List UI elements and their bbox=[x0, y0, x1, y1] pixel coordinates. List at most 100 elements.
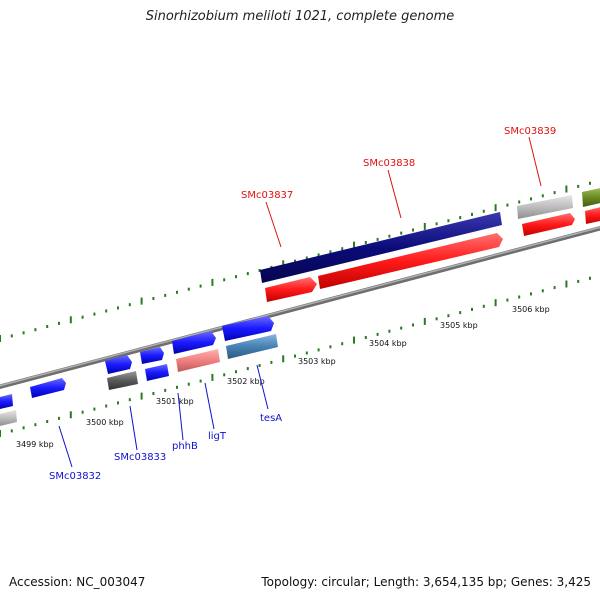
minor-tick bbox=[223, 373, 226, 377]
gene-navy-long[interactable] bbox=[260, 212, 502, 283]
minor-tick bbox=[506, 203, 509, 207]
gene-smc03837-arrow[interactable] bbox=[265, 277, 317, 302]
minor-tick bbox=[329, 345, 332, 349]
minor-tick bbox=[518, 200, 521, 204]
forward-strand-features bbox=[260, 187, 600, 302]
label-smc03839[interactable]: SMc03839 bbox=[504, 126, 556, 137]
minor-tick bbox=[305, 351, 308, 355]
minor-tick bbox=[10, 334, 13, 338]
minor-tick bbox=[412, 228, 414, 232]
minor-tick bbox=[447, 219, 450, 223]
minor-tick bbox=[105, 404, 108, 408]
genome-backbone bbox=[0, 225, 600, 390]
minor-tick bbox=[530, 292, 532, 296]
minor-tick bbox=[10, 429, 13, 433]
label-phhb[interactable]: phhB bbox=[172, 441, 198, 452]
gene-pink-reverse[interactable] bbox=[176, 349, 220, 372]
major-tick bbox=[494, 299, 497, 307]
gene-tesa-steel[interactable] bbox=[226, 334, 278, 359]
kbp-labels: 3499 kbp 3500 kbp 3501 kbp 3502 kbp 3503… bbox=[16, 305, 550, 449]
major-tick bbox=[353, 336, 355, 344]
tick-row-forward bbox=[0, 181, 591, 342]
minor-tick bbox=[305, 256, 308, 260]
gene-gray-forward[interactable] bbox=[517, 195, 573, 219]
kbp-label: 3499 kbp bbox=[16, 440, 54, 449]
label-smc03832[interactable]: SMc03832 bbox=[49, 471, 101, 482]
gene-olive-forward[interactable] bbox=[582, 187, 600, 207]
label-tesa[interactable]: tesA bbox=[260, 413, 282, 424]
major-tick bbox=[69, 411, 72, 419]
minor-tick bbox=[388, 234, 391, 238]
minor-tick bbox=[176, 290, 178, 294]
label-smc03838[interactable]: SMc03838 bbox=[363, 158, 415, 169]
gene-ligt-arrow[interactable] bbox=[172, 331, 216, 354]
major-tick bbox=[69, 316, 72, 324]
minor-tick bbox=[541, 289, 544, 293]
accession-text: Accession: NC_003047 bbox=[9, 575, 146, 589]
minor-tick bbox=[235, 275, 237, 279]
minor-tick bbox=[459, 311, 462, 315]
minor-tick bbox=[164, 388, 167, 392]
major-tick bbox=[423, 317, 426, 325]
minor-tick bbox=[117, 401, 119, 405]
minor-tick bbox=[506, 298, 509, 302]
gene-phhb-top[interactable] bbox=[140, 347, 164, 364]
major-tick bbox=[282, 260, 285, 268]
minor-tick bbox=[553, 286, 556, 290]
minor-tick bbox=[541, 194, 544, 198]
minor-tick bbox=[364, 241, 367, 244]
minor-tick bbox=[128, 398, 131, 402]
minor-tick bbox=[376, 237, 379, 241]
major-tick bbox=[0, 335, 1, 342]
minor-tick bbox=[270, 360, 273, 364]
minor-tick bbox=[317, 348, 320, 352]
minor-tick bbox=[34, 423, 37, 427]
minor-tick bbox=[152, 297, 155, 300]
minor-tick bbox=[518, 295, 521, 299]
gene-phhb-arrow[interactable] bbox=[145, 364, 169, 381]
gene-smc03833-arrow[interactable] bbox=[105, 355, 132, 374]
kbp-label: 3503 kbp bbox=[298, 357, 336, 366]
minor-tick bbox=[258, 364, 261, 367]
kbp-label: 3500 kbp bbox=[86, 418, 124, 427]
minor-tick bbox=[246, 367, 249, 371]
gene-darkgray-reverse[interactable] bbox=[107, 371, 138, 390]
minor-tick bbox=[435, 317, 438, 321]
minor-tick bbox=[376, 332, 379, 336]
minor-tick bbox=[58, 321, 60, 325]
minor-tick bbox=[447, 314, 450, 318]
gene-smc03839-arrow[interactable] bbox=[522, 213, 575, 236]
kbp-label: 3505 kbp bbox=[440, 321, 478, 330]
minor-tick bbox=[459, 216, 462, 220]
minor-tick bbox=[81, 410, 84, 414]
label-smc03833[interactable]: SMc03833 bbox=[114, 452, 166, 463]
minor-tick bbox=[400, 326, 403, 330]
label-ligt[interactable]: ligT bbox=[208, 431, 227, 442]
gene-gray-edge[interactable] bbox=[0, 410, 17, 426]
gene-smc03838-arrow[interactable] bbox=[318, 233, 503, 289]
minor-tick bbox=[589, 181, 591, 185]
minor-tick bbox=[482, 209, 485, 213]
kbp-label: 3504 kbp bbox=[369, 339, 407, 348]
major-tick bbox=[140, 392, 143, 400]
gene-red-edge[interactable] bbox=[585, 206, 600, 224]
minor-tick bbox=[435, 222, 438, 226]
minor-tick bbox=[258, 269, 261, 272]
topology-text: Topology: circular; Length: 3,654,135 bp… bbox=[261, 575, 591, 589]
minor-tick bbox=[117, 306, 119, 310]
gene-blue-reverse-5[interactable] bbox=[222, 316, 274, 341]
minor-tick bbox=[152, 392, 155, 395]
minor-tick bbox=[246, 272, 249, 276]
minor-tick bbox=[364, 336, 367, 339]
minor-tick bbox=[22, 426, 25, 430]
major-tick bbox=[353, 241, 355, 249]
label-smc03837[interactable]: SMc03837 bbox=[241, 190, 293, 201]
minor-tick bbox=[482, 304, 485, 308]
gene-blue-edge-1[interactable] bbox=[0, 394, 13, 409]
minor-tick bbox=[294, 259, 296, 263]
minor-tick bbox=[187, 382, 190, 386]
minor-tick bbox=[400, 231, 403, 235]
minor-tick bbox=[329, 250, 332, 254]
minor-tick bbox=[105, 309, 108, 313]
gene-smc03832-arrow[interactable] bbox=[30, 378, 66, 398]
